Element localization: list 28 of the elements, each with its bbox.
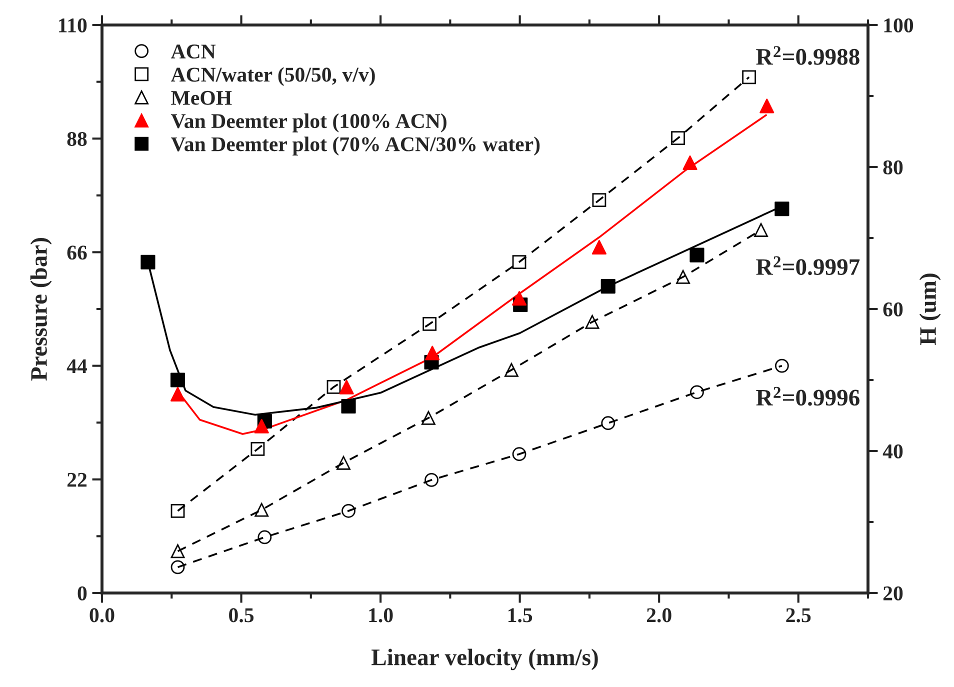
x-tick-label: 0.5 [229, 608, 254, 622]
y-tick-label: 44 [66, 359, 88, 374]
x-tick-label: 1.5 [508, 608, 532, 622]
y-tick-label: 66 [67, 246, 87, 260]
y2-axis-title: H (um) [919, 274, 941, 345]
x-tick-label: 2.0 [646, 608, 672, 622]
y2-tick-label: 100 [884, 18, 914, 32]
y-tick-label: 0 [78, 586, 87, 600]
y-tick-label: 22 [67, 472, 87, 487]
legend-label: MeOH [171, 90, 232, 105]
y-tick-label: 88 [67, 132, 87, 146]
y2-tick-label: 80 [883, 160, 903, 174]
y-tick-label: 110 [58, 18, 87, 32]
legend-label: ACN [170, 44, 216, 59]
x-tick-label: 1.0 [369, 608, 393, 622]
annotation: R$^{2}$=0.9996 [756, 386, 860, 406]
y2-tick-label: 60 [883, 302, 903, 316]
legend-label: ACN/water (50/50, v/v) [170, 67, 375, 86]
y2-tick-label: 40 [882, 444, 903, 458]
annotation: R$^{2}$=0.9997 [756, 256, 860, 276]
annotation: R$^{2}$=0.9988 [756, 46, 860, 65]
y2-tick-label: 20 [883, 586, 903, 600]
legend-label: Van Deemter plot (70% ACN/30% water) [170, 136, 540, 156]
legend-label: Van Deemter plot (100% ACN) [170, 113, 446, 132]
x-axis-title: Linear velocity (mm/s) [372, 648, 598, 670]
y-axis-title: Pressure (bar) [30, 238, 52, 381]
x-tick-label: 2.5 [786, 608, 811, 622]
x-tick-label: 0.0 [90, 608, 114, 622]
